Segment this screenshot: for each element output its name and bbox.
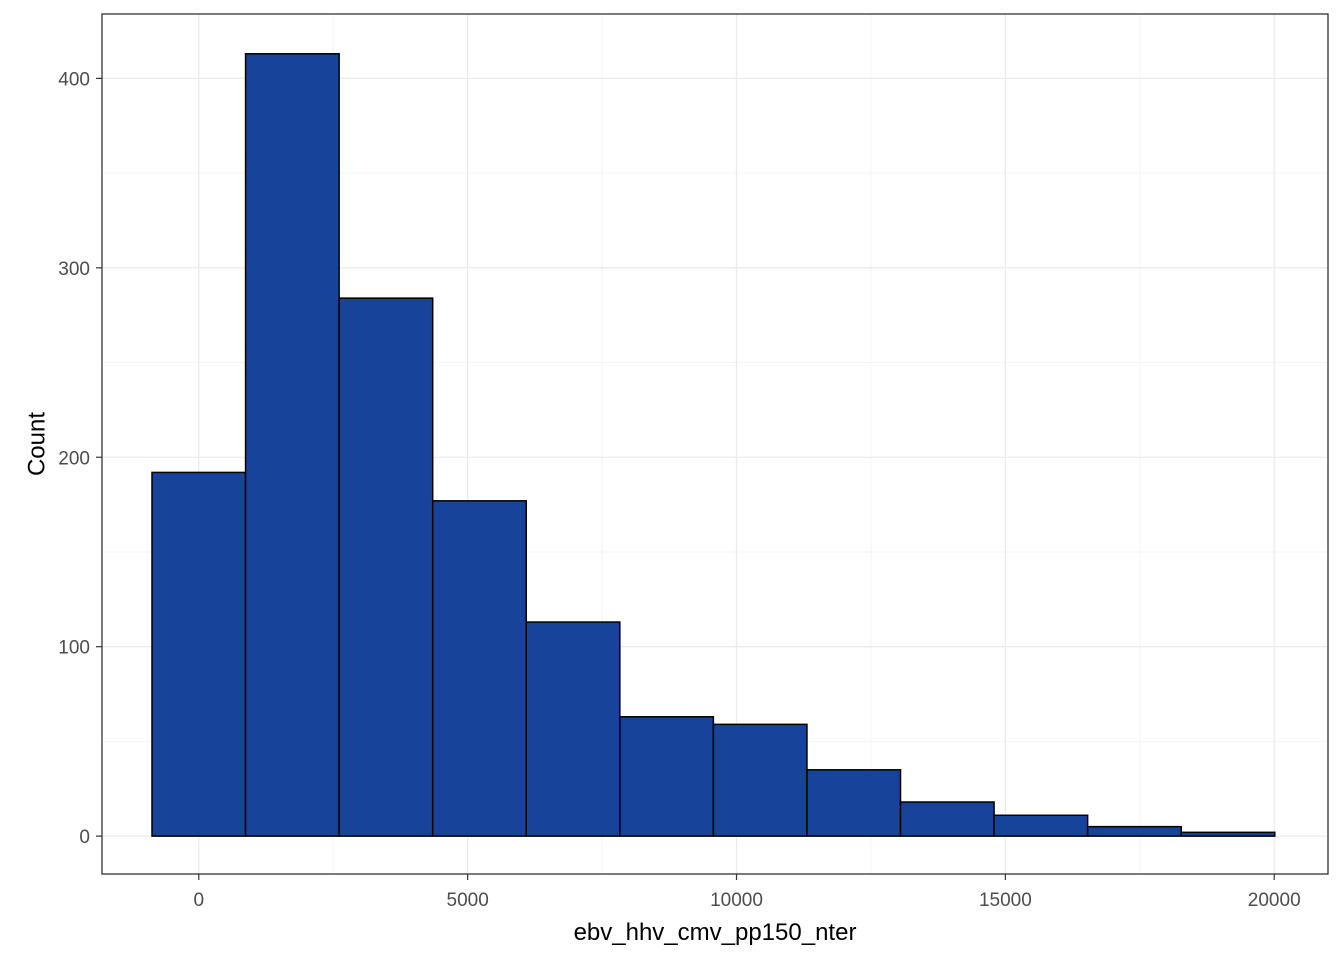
x-tick-label: 0 [194,890,205,911]
plot-panel [101,13,1329,875]
y-axis-title: Count [23,412,50,476]
y-axis: 0 100 200 300 400 [58,69,102,848]
histogram-bar [151,471,247,837]
histogram-bar [806,769,902,837]
histogram-bar [899,801,995,837]
histogram-bar [338,297,434,837]
y-tick-label: 200 [58,448,90,469]
y-tick-label: 400 [58,69,90,90]
y-tick-label: 300 [58,259,90,280]
histogram-bar [993,814,1089,837]
histogram-bar [1180,831,1276,837]
y-tick-label: 100 [58,638,90,659]
x-tick-label: 20000 [1248,890,1301,911]
histogram-bars [151,53,1276,837]
x-tick-label: 15000 [979,890,1032,911]
x-tick-label: 10000 [710,890,763,911]
histogram-bar [712,723,808,837]
histogram-bar [431,500,528,837]
histogram-bar [619,716,715,837]
x-axis: 0 5000 10000 15000 20000 [194,874,1301,911]
y-tick-label: 0 [79,827,90,848]
panel-border [101,13,1329,875]
x-axis-title: ebv_hhv_cmv_pp150_nter [574,919,857,946]
histogram-bar [525,621,621,837]
histogram-bar [1086,825,1182,837]
x-tick-label: 5000 [447,890,489,911]
histogram-bar [244,53,340,837]
